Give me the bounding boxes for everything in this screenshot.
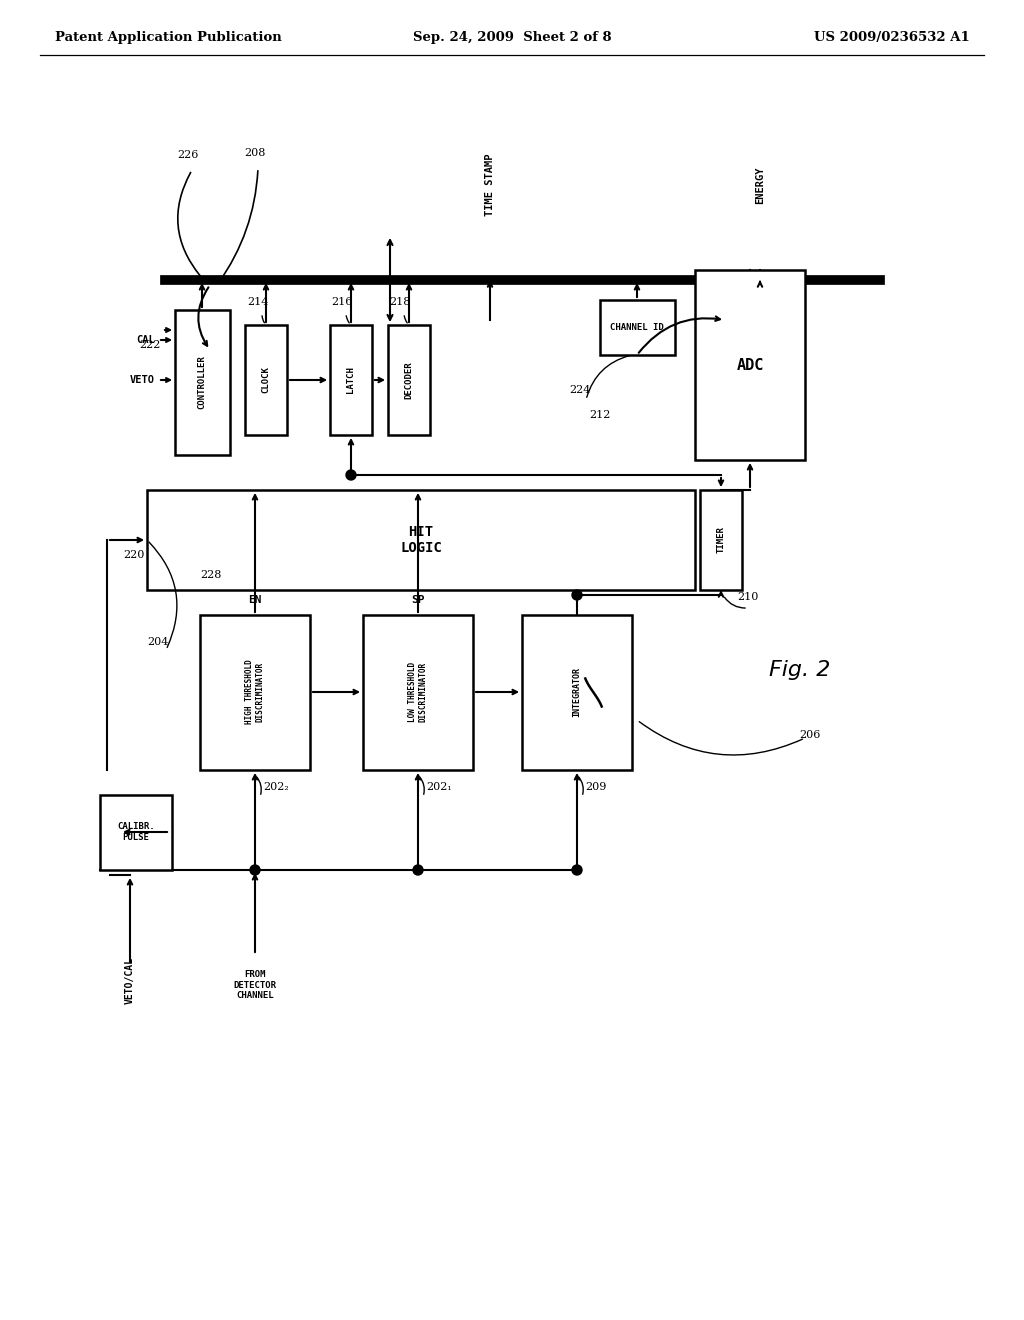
Bar [147, 490, 695, 590]
Text: CHANNEL ID: CHANNEL ID [610, 322, 664, 331]
Text: TIME STAMP: TIME STAMP [485, 153, 495, 216]
Bar [175, 310, 230, 455]
Circle shape [413, 865, 423, 875]
Text: HIT
LOGIC: HIT LOGIC [400, 525, 442, 556]
Text: FROM
DETECTOR
CHANNEL: FROM DETECTOR CHANNEL [233, 970, 276, 1001]
Text: 216: 216 [332, 297, 352, 308]
Text: Sep. 24, 2009  Sheet 2 of 8: Sep. 24, 2009 Sheet 2 of 8 [413, 32, 611, 45]
Text: ENERGY: ENERGY [755, 166, 765, 203]
Text: LOW THRESHOLD
DISCRIMINATOR: LOW THRESHOLD DISCRIMINATOR [409, 661, 428, 722]
Circle shape [250, 865, 260, 875]
Bar [200, 615, 310, 770]
Text: CALIBR.
PULSE: CALIBR. PULSE [117, 822, 155, 842]
Circle shape [346, 470, 356, 480]
Bar [600, 300, 675, 355]
Text: HIGH THRESHOLD
DISCRIMINATOR: HIGH THRESHOLD DISCRIMINATOR [246, 660, 264, 725]
Text: 208: 208 [245, 148, 265, 158]
Text: 224: 224 [569, 385, 591, 395]
Text: 209: 209 [585, 781, 606, 792]
Bar [522, 615, 632, 770]
Text: CLOCK: CLOCK [261, 367, 270, 393]
Text: 214: 214 [248, 297, 268, 308]
Text: LATCH: LATCH [346, 367, 355, 393]
Text: 212: 212 [590, 411, 610, 420]
Circle shape [572, 865, 582, 875]
Bar [700, 490, 742, 590]
Text: 206: 206 [800, 730, 820, 741]
Text: SP: SP [412, 595, 425, 605]
Text: CONTROLLER: CONTROLLER [198, 355, 207, 409]
Text: CAL: CAL [136, 335, 155, 345]
Text: 202₁: 202₁ [426, 781, 452, 792]
Text: Fig. 2: Fig. 2 [769, 660, 830, 680]
Text: 210: 210 [737, 591, 759, 602]
Bar [100, 795, 172, 870]
Bar [245, 325, 287, 436]
Text: 226: 226 [177, 150, 199, 160]
Text: US 2009/0236532 A1: US 2009/0236532 A1 [814, 32, 970, 45]
Text: 202₂: 202₂ [263, 781, 289, 792]
Text: DECODER: DECODER [404, 362, 414, 399]
Text: VETO: VETO [130, 375, 155, 385]
Text: EN: EN [248, 595, 262, 605]
Text: 218: 218 [389, 297, 411, 308]
Bar [330, 325, 372, 436]
Text: 204: 204 [147, 638, 169, 647]
Text: 222: 222 [139, 341, 161, 350]
Bar [362, 615, 473, 770]
Text: ADC: ADC [736, 358, 764, 372]
Bar [695, 271, 805, 459]
Text: INTEGRATOR: INTEGRATOR [572, 667, 582, 717]
Text: VETO/CAL: VETO/CAL [125, 957, 135, 1003]
Text: 220: 220 [124, 550, 145, 560]
Text: Patent Application Publication: Patent Application Publication [55, 32, 282, 45]
Text: TIMER: TIMER [717, 527, 725, 553]
Bar [388, 325, 430, 436]
Circle shape [572, 590, 582, 601]
Text: 228: 228 [200, 570, 221, 579]
